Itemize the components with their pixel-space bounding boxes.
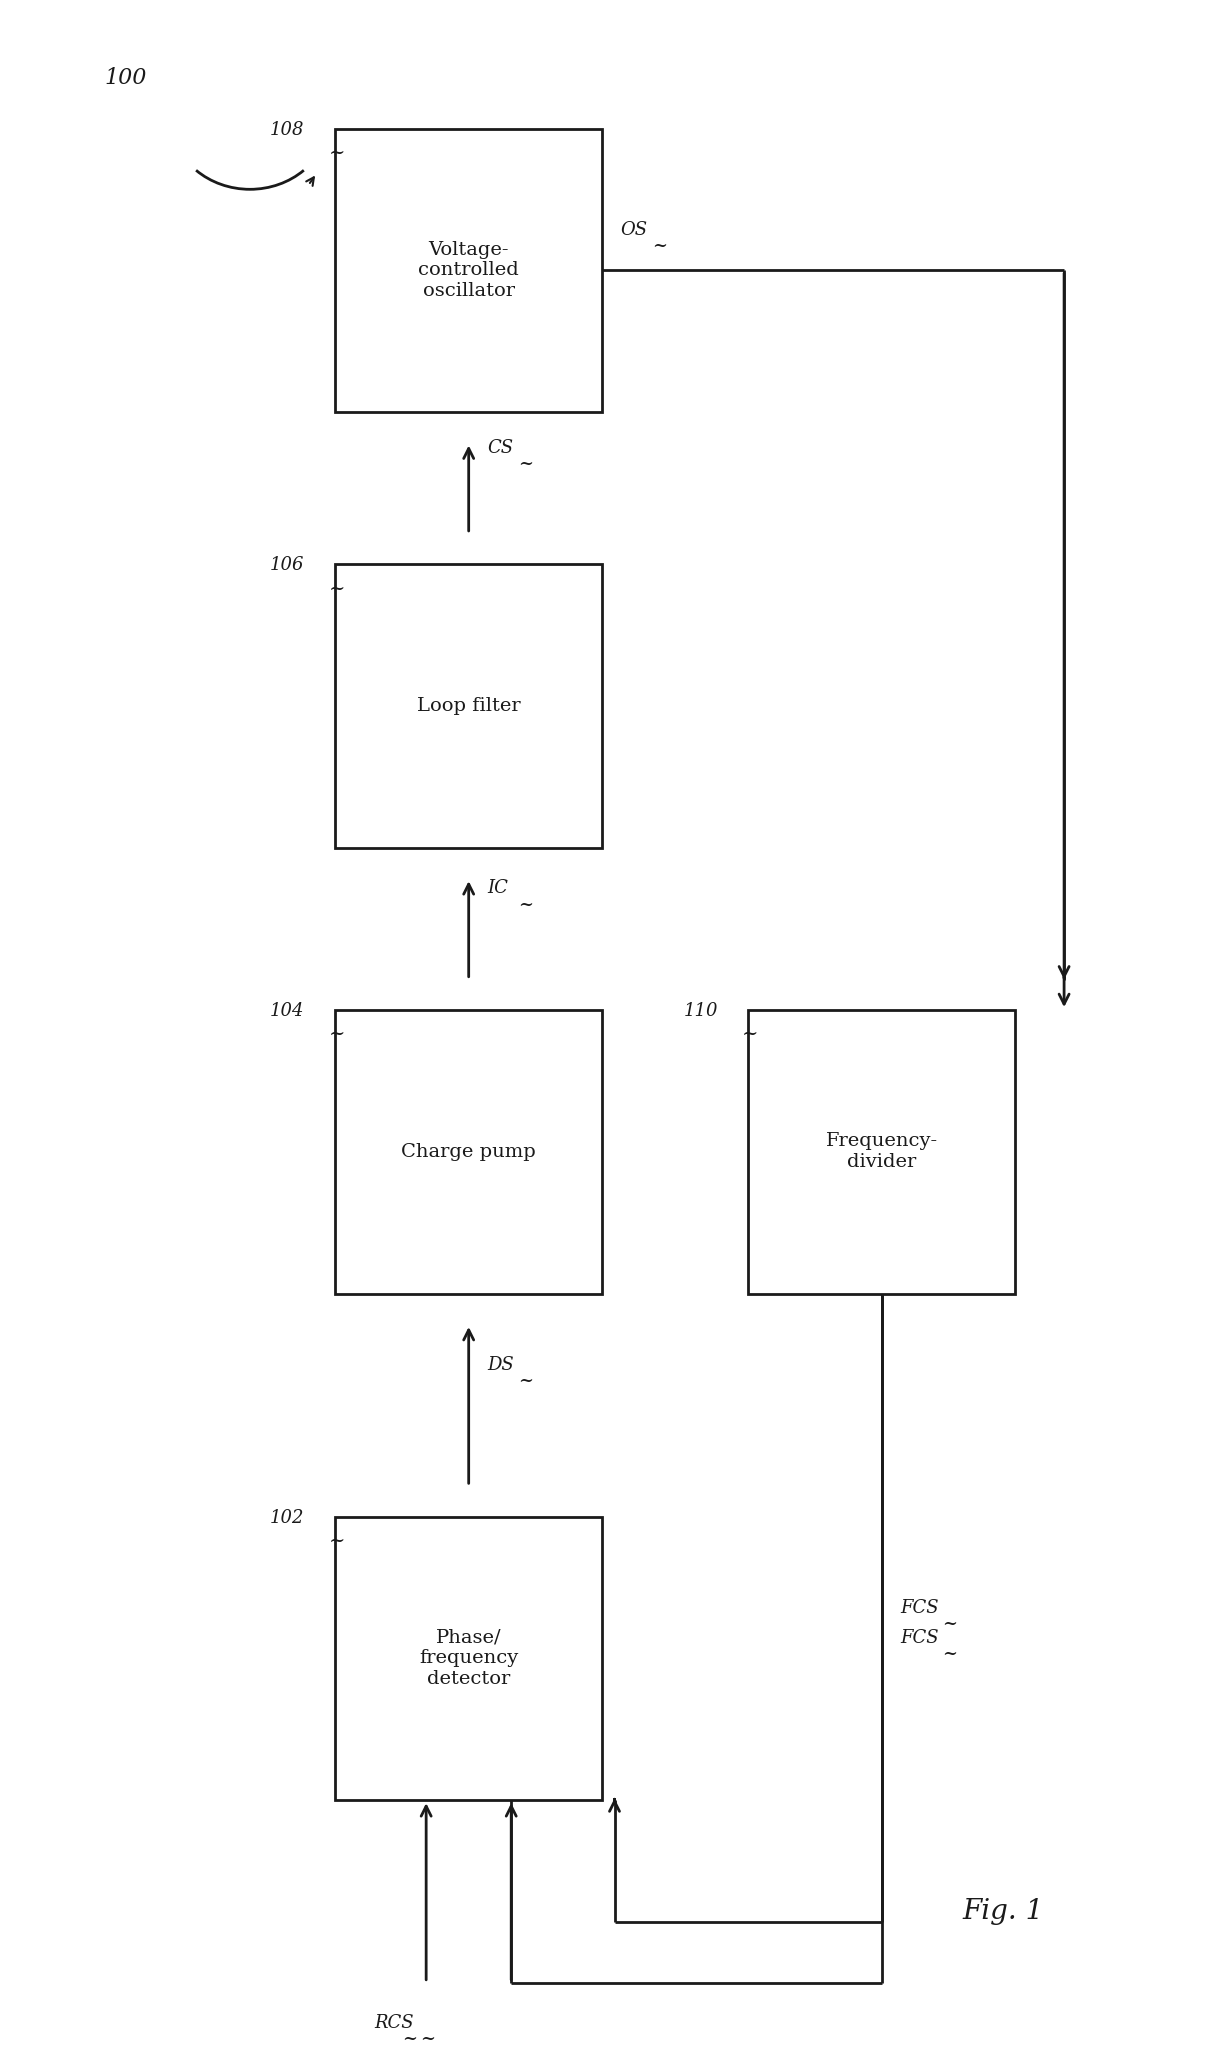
Text: ~: ~ [329, 579, 345, 598]
Text: IC: IC [487, 879, 508, 898]
Text: ~: ~ [519, 454, 533, 472]
Text: Charge pump: Charge pump [402, 1142, 536, 1161]
Text: 108: 108 [270, 121, 305, 140]
Text: Phase/
frequency
detector: Phase/ frequency detector [419, 1629, 519, 1688]
Text: FCS: FCS [900, 1598, 939, 1616]
Bar [336, 565, 602, 848]
Text: Fig. 1: Fig. 1 [962, 1898, 1043, 1925]
Text: 104: 104 [270, 1002, 305, 1021]
Text: 110: 110 [683, 1002, 718, 1021]
Bar [336, 129, 602, 413]
Text: RCS: RCS [375, 2015, 414, 2031]
Text: ~: ~ [519, 1372, 533, 1391]
Text: Frequency-
divider: Frequency- divider [826, 1132, 938, 1171]
Bar [336, 1516, 602, 1799]
Text: CS: CS [487, 440, 512, 456]
Text: ~: ~ [420, 2031, 435, 2048]
Bar [748, 1011, 1015, 1294]
Text: ~: ~ [519, 896, 533, 914]
Text: DS: DS [487, 1356, 514, 1374]
Text: ~: ~ [653, 236, 667, 255]
Text: ~: ~ [329, 1532, 345, 1551]
Text: ~: ~ [943, 1614, 957, 1633]
Bar [336, 1011, 602, 1294]
Text: ~: ~ [329, 144, 345, 162]
Text: 100: 100 [104, 68, 146, 88]
Text: FCS: FCS [900, 1629, 939, 1647]
Text: 102: 102 [270, 1510, 305, 1526]
Text: OS: OS [621, 222, 648, 238]
Text: ~: ~ [943, 1645, 957, 1664]
Text: ~: ~ [742, 1025, 758, 1043]
Text: ~: ~ [402, 2031, 417, 2048]
Text: ~: ~ [329, 1025, 345, 1043]
Text: 106: 106 [270, 557, 305, 575]
Text: Voltage-
controlled
oscillator: Voltage- controlled oscillator [418, 240, 519, 300]
Text: Loop filter: Loop filter [417, 696, 521, 715]
